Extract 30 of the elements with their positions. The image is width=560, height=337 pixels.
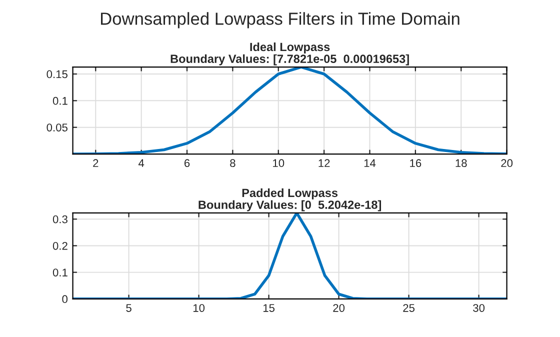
x-tick-label: 10	[273, 159, 284, 168]
chart-subtitle: Boundary Values: [0 5.2042e-18]	[198, 200, 382, 212]
line-series	[72, 212, 507, 299]
x-tick-label: 15	[263, 304, 275, 312]
text: Downsampled Lowpass Filters in Time Domain	[101, 12, 460, 28]
x-tick-label: 14	[364, 159, 376, 167]
chart-title: Ideal Lowpass	[250, 42, 330, 54]
x-tick-label: 2	[93, 159, 98, 167]
line-series	[72, 67, 507, 154]
y-tick-label: 0.05	[46, 124, 68, 132]
y-tick-label: 0.15	[46, 70, 68, 78]
x-tick-label: 20	[333, 304, 345, 312]
chart-title: Padded Lowpass	[242, 188, 338, 200]
y-tick-label: 0.1	[52, 96, 68, 105]
y-tick-label: 0	[62, 295, 68, 304]
y-tick-label: 0.2	[52, 242, 68, 250]
x-tick-label: 12	[318, 159, 330, 167]
x-tick-label: 18	[456, 159, 467, 168]
x-tick-label: 6	[184, 159, 190, 168]
x-tick-label: 20	[501, 159, 513, 168]
chart-subtitle: Boundary Values: [7.7821e-05 0.00019653]	[170, 54, 409, 66]
x-tick-label: 8	[230, 159, 236, 168]
x-tick-label: 25	[403, 304, 415, 312]
x-tick-label: 16	[410, 159, 422, 168]
y-tick-label: 0.3	[52, 215, 68, 224]
y-tick-label: 0.1	[52, 268, 68, 276]
x-tick-label: 4	[138, 159, 144, 167]
x-tick-label: 10	[193, 304, 205, 312]
x-tick-label: 5	[126, 304, 132, 312]
x-tick-label: 30	[473, 304, 485, 312]
